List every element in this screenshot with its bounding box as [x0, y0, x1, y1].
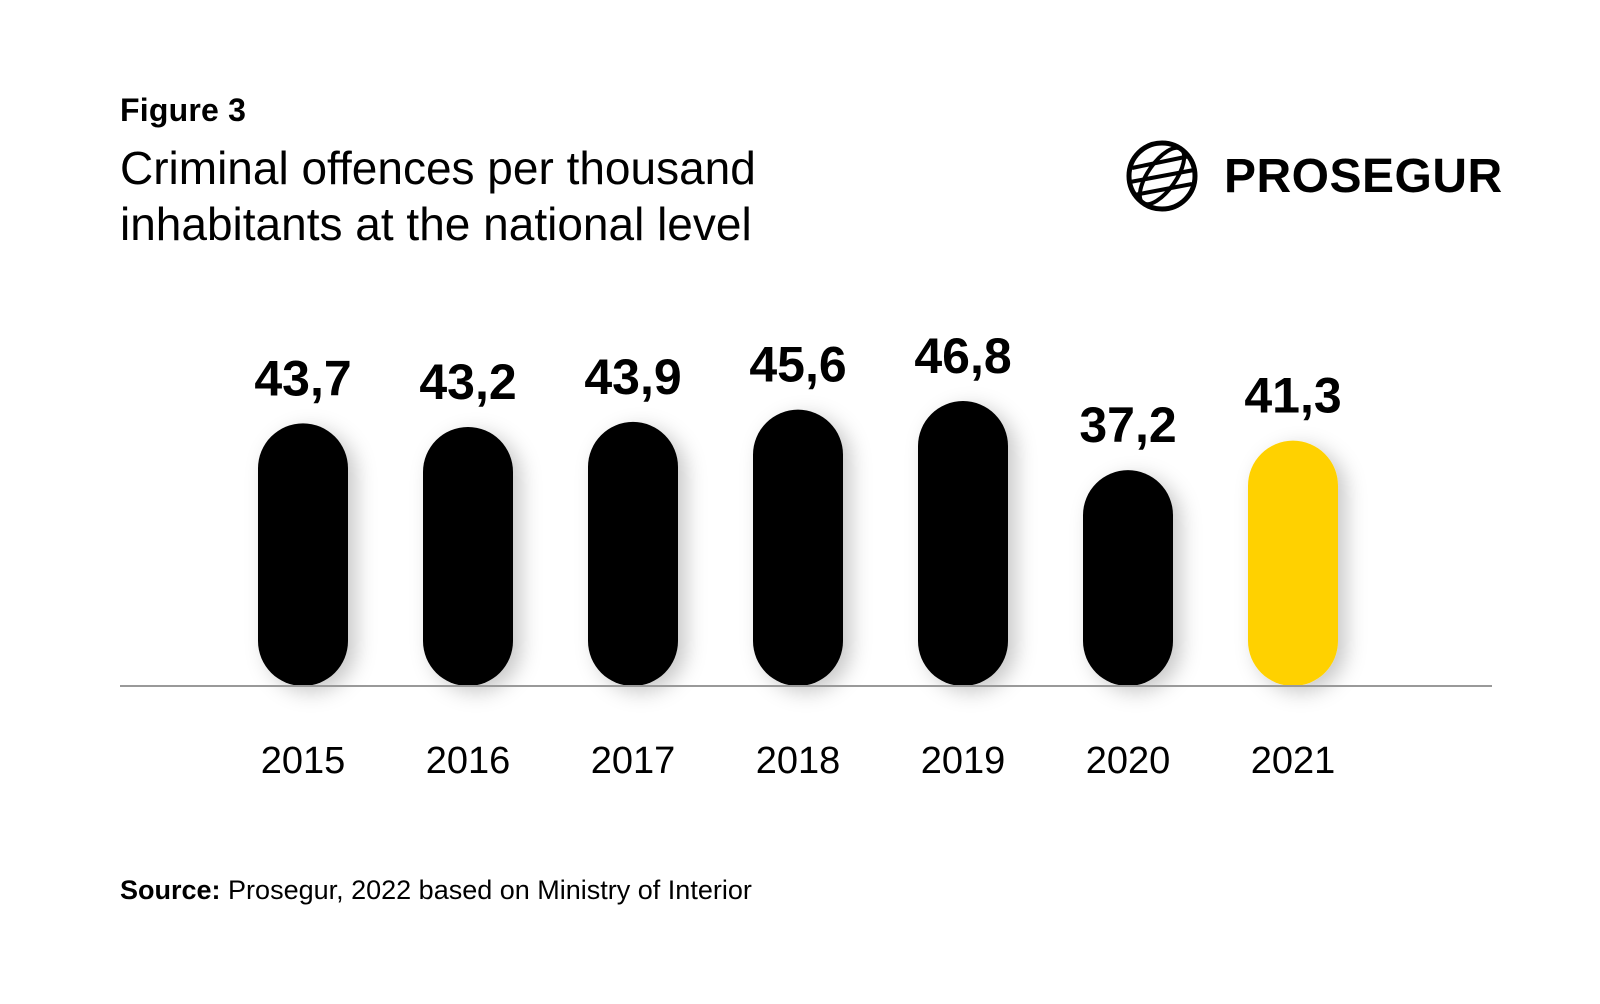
value-label-2016: 43,2 — [419, 354, 516, 410]
chart-title: Criminal offences per thousand inhabitan… — [120, 142, 756, 250]
value-label-2021: 41,3 — [1244, 368, 1341, 424]
logo-text: PROSEGUR — [1224, 149, 1503, 203]
tick-label-2020: 2020 — [1086, 740, 1171, 782]
source-label: Source: — [120, 875, 221, 905]
value-label-2020: 37,2 — [1079, 397, 1176, 453]
globe-icon — [1126, 140, 1198, 212]
value-label-2018: 45,6 — [749, 337, 846, 393]
tick-label-2018: 2018 — [756, 740, 841, 782]
tick-label-2015: 2015 — [261, 740, 346, 782]
tick-label-2021: 2021 — [1251, 740, 1336, 782]
prosegur-logo: PROSEGUR — [1124, 138, 1503, 214]
bar-2015 — [258, 423, 348, 686]
value-label-2019: 46,8 — [914, 328, 1011, 384]
value-label-2015: 43,7 — [254, 350, 351, 406]
bar-2020 — [1083, 470, 1173, 686]
source-note: Source: Prosegur, 2022 based on Ministry… — [120, 875, 752, 906]
value-label-2017: 43,9 — [584, 349, 681, 405]
tick-label-2016: 2016 — [426, 740, 511, 782]
bar-2018 — [753, 409, 843, 686]
bar-2016 — [423, 426, 513, 686]
bar-2021 — [1248, 440, 1338, 686]
bar-2019 — [918, 401, 1008, 686]
tick-label-2019: 2019 — [921, 740, 1006, 782]
tick-label-2017: 2017 — [591, 740, 676, 782]
source-text: Prosegur, 2022 based on Ministry of Inte… — [228, 875, 752, 905]
figure-label: Figure 3 — [120, 92, 247, 128]
bar-2017 — [588, 421, 678, 686]
